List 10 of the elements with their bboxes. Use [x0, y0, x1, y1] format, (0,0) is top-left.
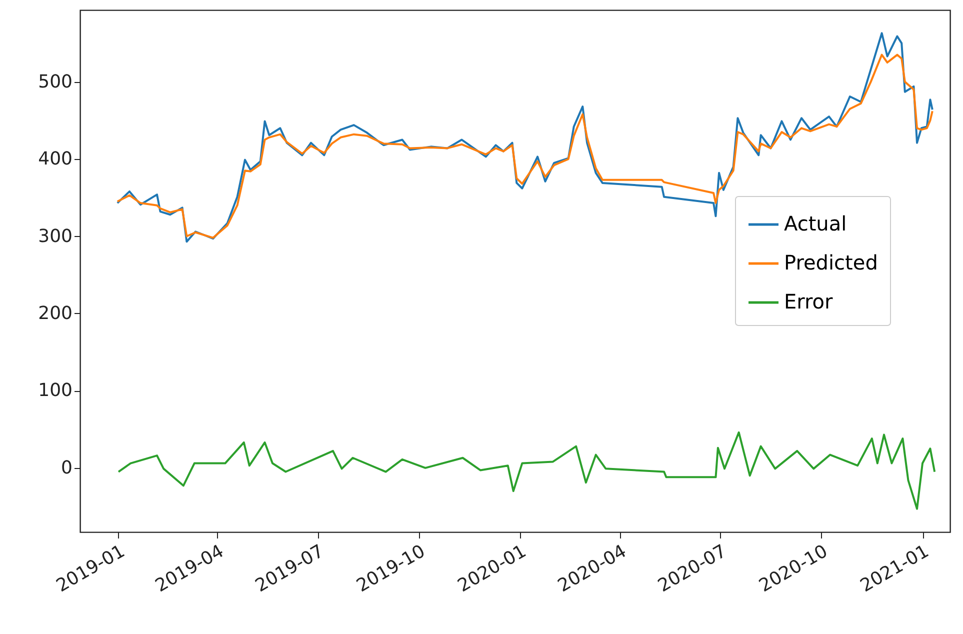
y-tick-label: 300 [38, 226, 72, 247]
y-tick-label: 400 [38, 148, 72, 170]
line-series [117, 431, 936, 510]
y-tick-label: 500 [38, 71, 72, 92]
y-tick-label: 0 [61, 457, 72, 478]
legend-label: Error [784, 290, 834, 314]
y-tick-label: 200 [38, 302, 72, 324]
y-tick-label: 100 [38, 380, 72, 402]
legend-label: Predicted [784, 250, 878, 274]
legend-label: Actual [784, 212, 847, 236]
